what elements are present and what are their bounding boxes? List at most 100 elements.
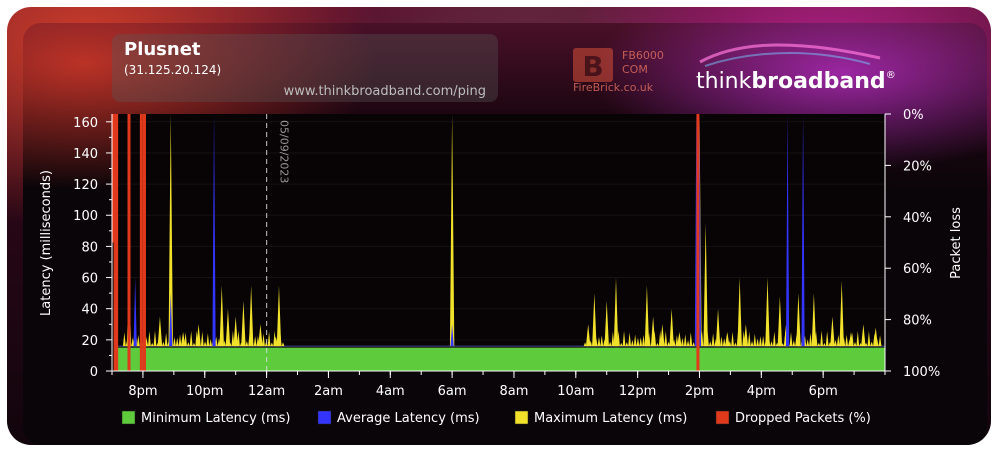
y-axis: 0 20 40 60 80 100 120 140 160 xyxy=(73,114,113,380)
max-latency-noise xyxy=(656,342,659,347)
max-latency-noise xyxy=(703,342,707,347)
max-latency-noise xyxy=(664,331,668,347)
max-latency-noise xyxy=(200,331,204,347)
sponsor-line1: FB6000 xyxy=(622,49,664,62)
y-tick-label: 80 xyxy=(81,240,98,255)
max-latency-spike xyxy=(592,293,597,347)
y-axis-label: Latency (milliseconds) xyxy=(39,170,54,316)
max-latency-noise xyxy=(834,339,837,347)
max-latency-noise xyxy=(600,335,604,347)
max-latency-noise xyxy=(164,332,168,347)
max-latency-noise xyxy=(867,331,871,347)
max-latency-noise xyxy=(722,338,726,347)
max-latency-noise xyxy=(198,342,201,347)
max-latency-noise xyxy=(237,330,240,347)
max-latency-spike xyxy=(811,293,817,347)
max-latency-noise xyxy=(228,342,232,347)
svg-text:B: B xyxy=(582,50,603,83)
max-latency-spike xyxy=(604,300,609,347)
max-latency-noise xyxy=(820,330,824,347)
x-tick-label: 2pm xyxy=(685,384,714,399)
max-latency-noise xyxy=(817,342,821,347)
max-latency-noise xyxy=(231,330,235,347)
max-latency-noise xyxy=(223,340,226,347)
x-tick-label: 4am xyxy=(376,384,405,399)
max-latency-noise xyxy=(148,331,151,347)
max-latency-noise xyxy=(203,341,207,347)
max-latency-noise xyxy=(625,341,629,347)
max-latency-noise xyxy=(825,330,829,347)
dropped-packets-bar xyxy=(115,114,119,371)
y-tick-label: 160 xyxy=(73,116,98,131)
max-latency-noise xyxy=(717,335,721,347)
max-latency-noise xyxy=(831,332,835,347)
max-latency-spike xyxy=(765,277,770,347)
max-latency-noise xyxy=(647,332,651,347)
logo-text-bold: broadband xyxy=(751,69,885,94)
max-latency-noise xyxy=(853,341,857,347)
max-latency-noise xyxy=(281,342,285,347)
max-latency-spike xyxy=(258,324,263,347)
max-latency-noise xyxy=(195,330,199,347)
y-tick-label: 0 xyxy=(90,365,98,380)
dropped-packets-bar xyxy=(142,114,146,371)
max-latency-noise xyxy=(186,342,190,347)
max-latency-noise xyxy=(681,337,684,347)
legend-label: Maximum Latency (ms) xyxy=(534,411,687,426)
max-latency-noise xyxy=(809,332,812,347)
max-latency-spike xyxy=(233,316,238,347)
max-latency-noise xyxy=(797,337,801,347)
max-latency-spike xyxy=(180,332,186,347)
max-latency-noise xyxy=(675,335,679,347)
max-latency-noise xyxy=(267,331,271,347)
max-latency-noise xyxy=(175,337,179,347)
max-latency-spike xyxy=(669,308,674,347)
sponsor-line2: COM xyxy=(622,63,648,76)
y-tick-label: 100 xyxy=(73,209,98,224)
max-latency-noise xyxy=(270,342,274,347)
max-latency-noise xyxy=(700,330,704,347)
max-latency-noise xyxy=(706,331,709,347)
max-latency-noise xyxy=(775,342,779,347)
max-latency-noise xyxy=(225,331,229,347)
max-latency-spike xyxy=(449,114,455,347)
max-latency-noise xyxy=(747,331,751,347)
max-latency-spike xyxy=(743,324,749,347)
max-latency-noise xyxy=(273,330,277,347)
max-latency-noise xyxy=(178,334,182,347)
max-latency-noise xyxy=(683,334,687,347)
max-latency-noise xyxy=(720,336,723,347)
max-latency-noise xyxy=(878,335,882,347)
max-latency-noise xyxy=(136,334,140,347)
avg-latency-spike xyxy=(450,324,454,347)
max-latency-noise xyxy=(870,341,874,347)
max-latency-noise xyxy=(184,332,187,347)
y-tick-label: 120 xyxy=(73,178,98,193)
max-latency-noise xyxy=(745,342,748,347)
max-latency-noise xyxy=(181,340,185,347)
max-latency-noise xyxy=(250,338,254,347)
max-latency-spike xyxy=(796,293,801,347)
legend-label: Dropped Packets (%) xyxy=(735,411,871,426)
max-latency-noise xyxy=(242,331,246,347)
max-latency-noise xyxy=(811,341,815,347)
max-latency-spike xyxy=(248,285,254,347)
x-tick-label: 6pm xyxy=(809,384,838,399)
max-latency-spike xyxy=(276,285,282,347)
logo-text-light: think xyxy=(696,69,752,94)
min-latency-series xyxy=(114,345,885,371)
max-latency-noise xyxy=(739,342,743,347)
max-latency-noise xyxy=(725,333,729,347)
max-latency-noise xyxy=(861,330,865,347)
y2-tick-label: 0% xyxy=(903,108,924,123)
max-latency-noise xyxy=(736,330,740,347)
max-latency-noise xyxy=(842,337,846,347)
max-latency-noise xyxy=(686,340,690,347)
max-latency-noise xyxy=(806,339,810,347)
max-latency-noise xyxy=(672,339,676,347)
max-latency-noise xyxy=(256,335,260,347)
avg-latency-spike xyxy=(212,114,216,347)
sponsor-site: FireBrick.co.uk xyxy=(573,81,654,94)
max-latency-noise xyxy=(653,331,657,347)
